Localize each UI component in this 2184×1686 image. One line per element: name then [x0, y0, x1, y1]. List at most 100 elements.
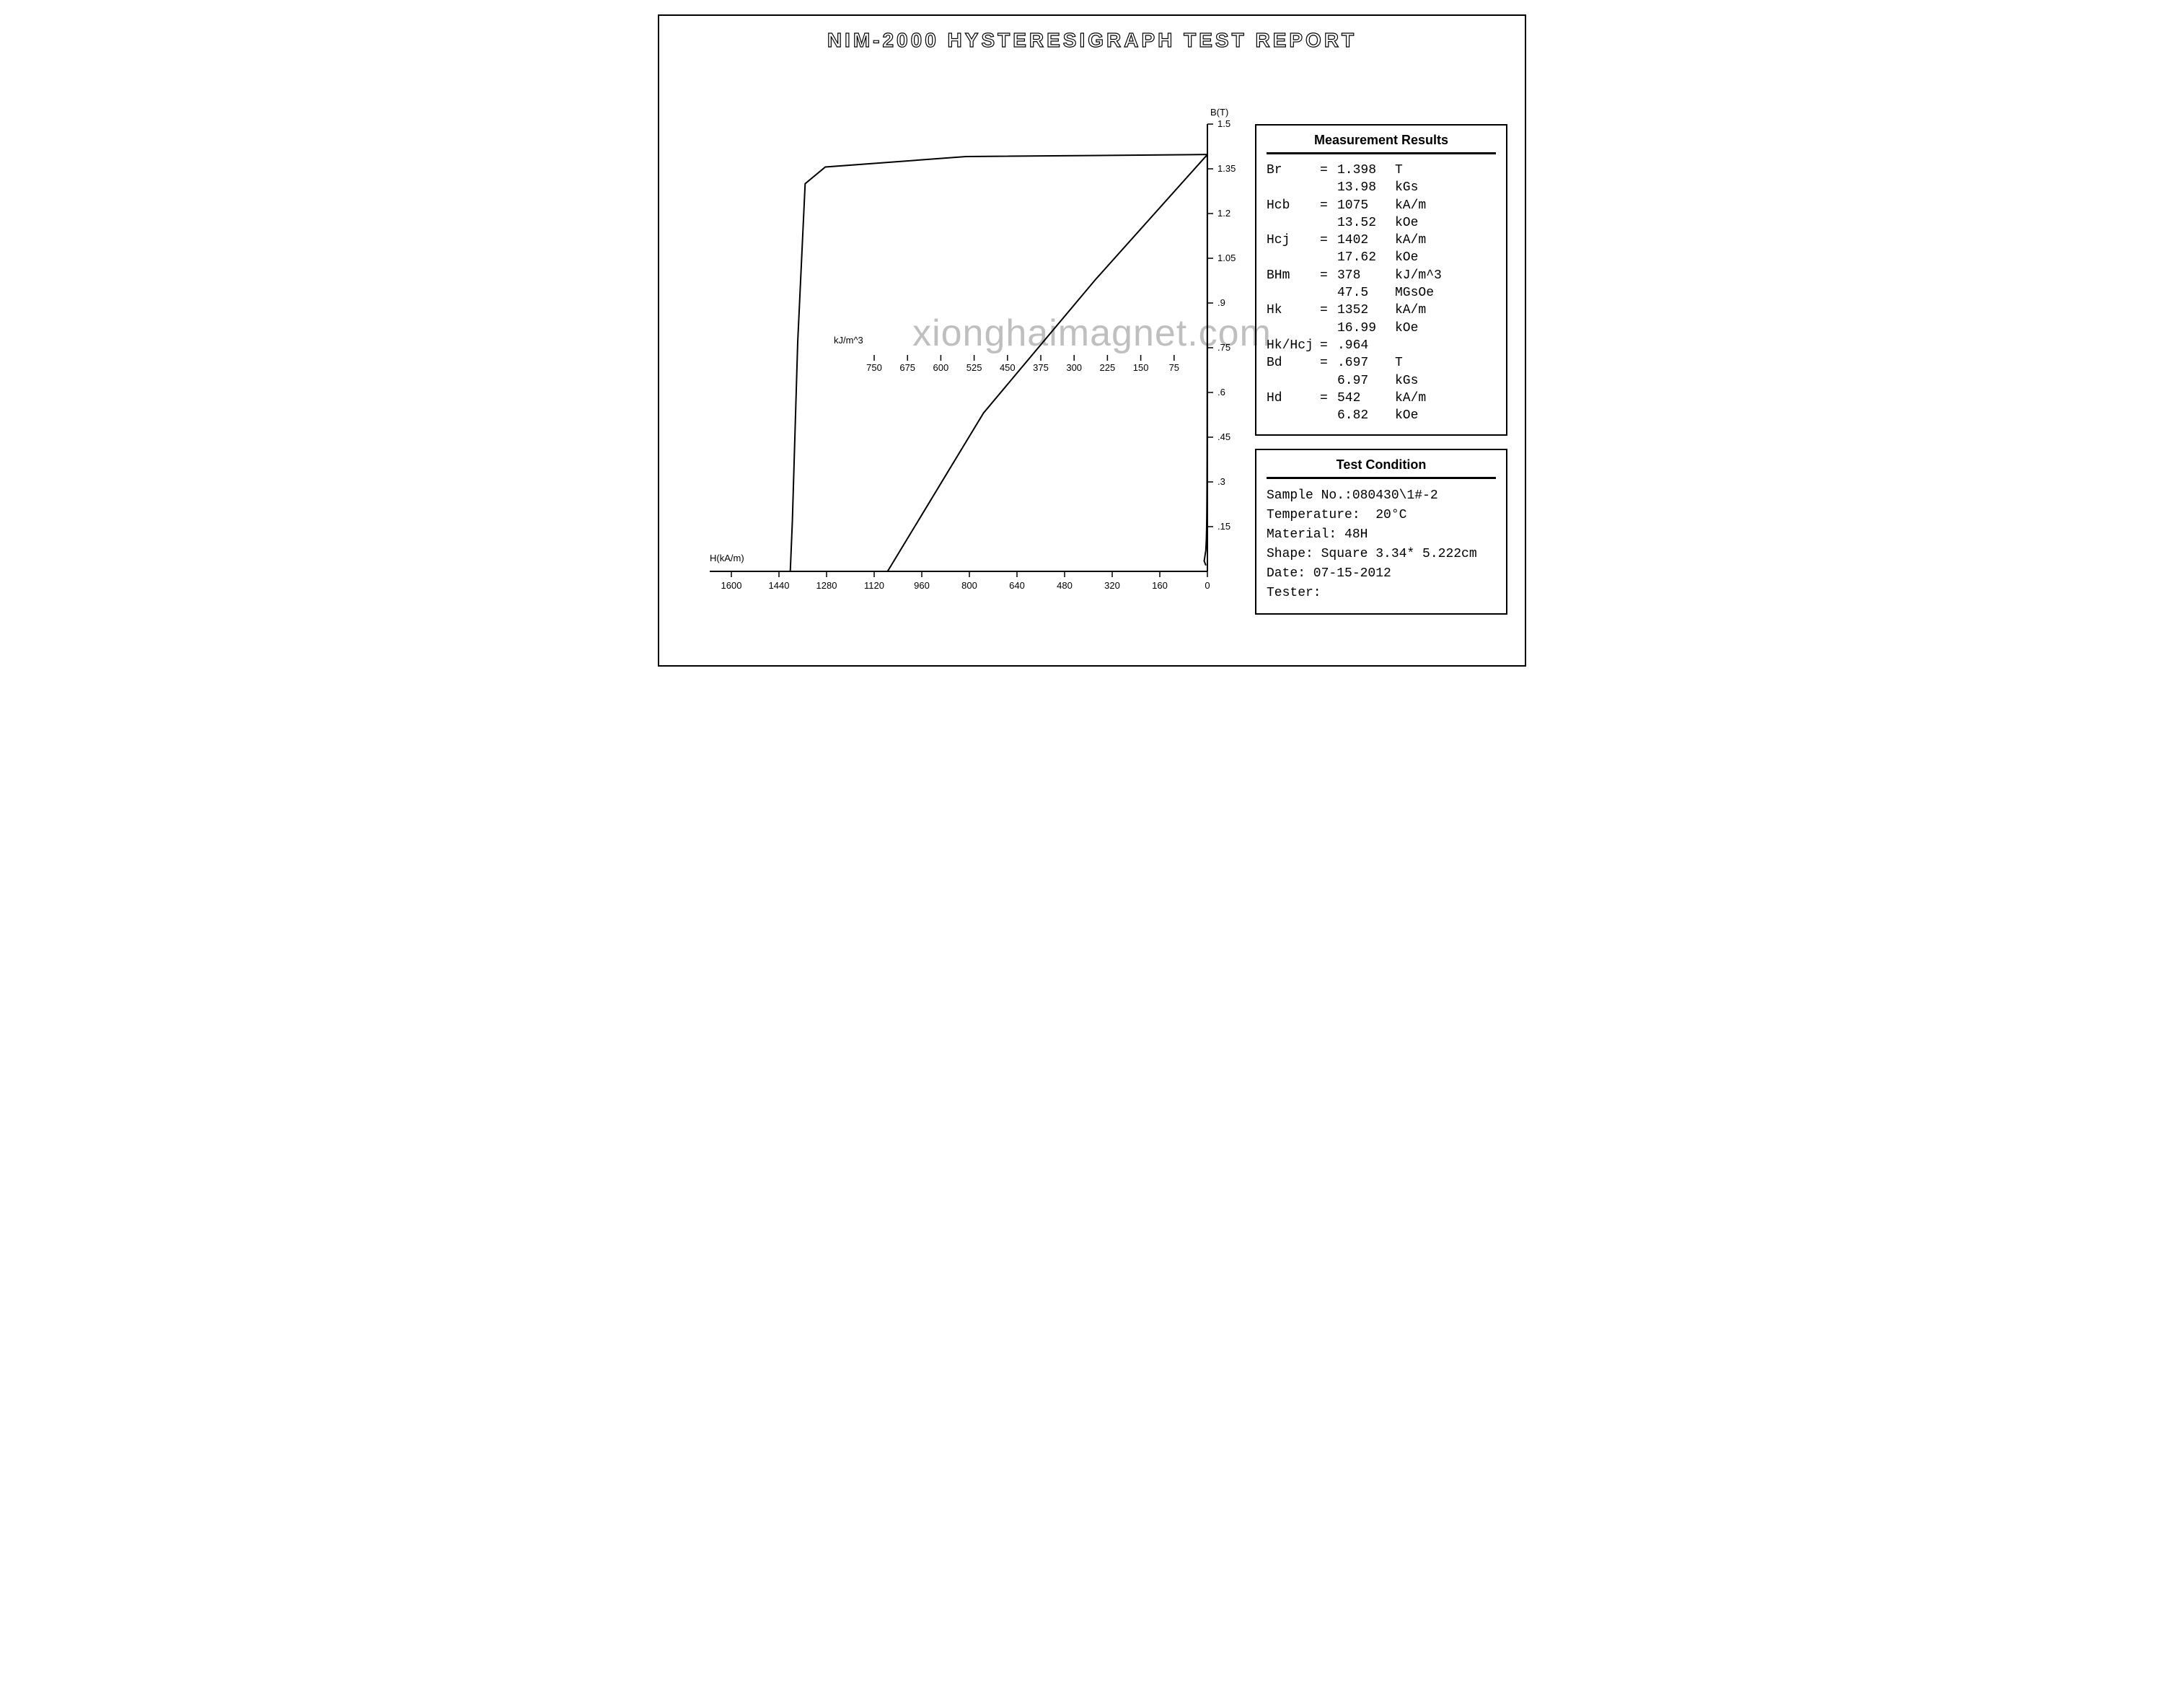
- svg-text:300: 300: [1066, 362, 1082, 373]
- svg-text:B(T): B(T): [1210, 107, 1228, 118]
- result-value: 13.98: [1337, 179, 1395, 196]
- result-eq: =: [1320, 197, 1337, 214]
- result-unit: kA/m: [1395, 232, 1496, 249]
- results-title: Measurement Results: [1267, 133, 1496, 154]
- svg-text:H(kA/m): H(kA/m): [710, 553, 744, 563]
- result-value: 542: [1337, 390, 1395, 407]
- result-row: 6.97kGs: [1267, 372, 1496, 390]
- result-unit: T: [1395, 354, 1496, 372]
- result-unit: kJ/m^3: [1395, 267, 1496, 284]
- result-unit: kOe: [1395, 214, 1496, 232]
- svg-text:750: 750: [866, 362, 882, 373]
- result-value: 16.99: [1337, 320, 1395, 337]
- demag-chart: 16001440128011209608006404803201600H(kA/…: [688, 95, 1236, 615]
- svg-text:1600: 1600: [721, 580, 742, 591]
- result-label: Hcj: [1267, 232, 1320, 249]
- result-eq: =: [1320, 337, 1337, 354]
- result-unit: kGs: [1395, 179, 1496, 196]
- svg-text:.9: .9: [1218, 297, 1225, 308]
- result-value: 6.82: [1337, 407, 1395, 424]
- result-row: Bd=.697T: [1267, 354, 1496, 372]
- condition-line: Tester:: [1267, 584, 1496, 603]
- result-unit: MGsOe: [1395, 284, 1496, 302]
- svg-text:960: 960: [914, 580, 930, 591]
- result-value: .697: [1337, 354, 1395, 372]
- result-value: 1352: [1337, 302, 1395, 319]
- result-row: Hk/Hcj=.964: [1267, 337, 1496, 354]
- result-unit: kGs: [1395, 372, 1496, 390]
- result-label: [1267, 320, 1320, 337]
- result-unit: kA/m: [1395, 197, 1496, 214]
- result-eq: =: [1320, 302, 1337, 319]
- condition-line: Sample No.:080430\1#-2: [1267, 486, 1496, 506]
- result-label: Br: [1267, 162, 1320, 179]
- result-value: 1075: [1337, 197, 1395, 214]
- info-panel: Measurement Results Br=1.398T13.98kGsHcb…: [1255, 124, 1507, 628]
- condition-box: Test Condition Sample No.:080430\1#-2Tem…: [1255, 449, 1507, 615]
- result-row: 13.52kOe: [1267, 214, 1496, 232]
- result-unit: kOe: [1395, 320, 1496, 337]
- result-label: Hk/Hcj: [1267, 337, 1320, 354]
- result-row: BHm=378kJ/m^3: [1267, 267, 1496, 284]
- svg-text:600: 600: [933, 362, 949, 373]
- result-eq: [1320, 407, 1337, 424]
- result-row: 17.62kOe: [1267, 249, 1496, 266]
- result-row: Br=1.398T: [1267, 162, 1496, 179]
- result-unit: kOe: [1395, 407, 1496, 424]
- result-row: 47.5MGsOe: [1267, 284, 1496, 302]
- result-value: 378: [1337, 267, 1395, 284]
- result-value: 1402: [1337, 232, 1395, 249]
- report-sheet: NIM-2000 HYSTERESIGRAPH TEST REPORT xion…: [658, 14, 1526, 667]
- result-eq: [1320, 179, 1337, 196]
- svg-text:1.5: 1.5: [1218, 118, 1230, 129]
- condition-line: Date: 07-15-2012: [1267, 564, 1496, 584]
- svg-text:1280: 1280: [816, 580, 837, 591]
- result-row: Hcj=1402kA/m: [1267, 232, 1496, 249]
- svg-text:1440: 1440: [769, 580, 790, 591]
- result-label: Hcb: [1267, 197, 1320, 214]
- result-eq: [1320, 214, 1337, 232]
- svg-text:450: 450: [1000, 362, 1016, 373]
- result-label: BHm: [1267, 267, 1320, 284]
- result-value: 13.52: [1337, 214, 1395, 232]
- result-row: 6.82kOe: [1267, 407, 1496, 424]
- result-row: 13.98kGs: [1267, 179, 1496, 196]
- report-title: NIM-2000 HYSTERESIGRAPH TEST REPORT: [659, 29, 1525, 52]
- svg-text:.75: .75: [1218, 342, 1230, 353]
- svg-text:1.05: 1.05: [1218, 253, 1236, 263]
- result-value: 17.62: [1337, 249, 1395, 266]
- condition-title: Test Condition: [1267, 457, 1496, 479]
- svg-text:675: 675: [899, 362, 915, 373]
- condition-line: Material: 48H: [1267, 525, 1496, 545]
- svg-text:75: 75: [1169, 362, 1179, 373]
- svg-text:kJ/m^3: kJ/m^3: [834, 335, 863, 346]
- svg-text:150: 150: [1133, 362, 1149, 373]
- svg-text:800: 800: [961, 580, 977, 591]
- result-row: Hcb=1075kA/m: [1267, 197, 1496, 214]
- svg-text:.6: .6: [1218, 387, 1225, 398]
- result-label: Bd: [1267, 354, 1320, 372]
- result-value: .964: [1337, 337, 1395, 354]
- result-label: [1267, 407, 1320, 424]
- result-value: 1.398: [1337, 162, 1395, 179]
- result-label: [1267, 372, 1320, 390]
- result-unit: T: [1395, 162, 1496, 179]
- svg-text:.45: .45: [1218, 431, 1230, 442]
- result-label: Hk: [1267, 302, 1320, 319]
- result-value: 6.97: [1337, 372, 1395, 390]
- svg-text:1.35: 1.35: [1218, 163, 1236, 174]
- result-eq: [1320, 284, 1337, 302]
- svg-text:160: 160: [1152, 580, 1168, 591]
- result-label: Hd: [1267, 390, 1320, 407]
- result-label: [1267, 249, 1320, 266]
- svg-text:.3: .3: [1218, 476, 1225, 487]
- result-label: [1267, 214, 1320, 232]
- result-value: 47.5: [1337, 284, 1395, 302]
- result-eq: =: [1320, 267, 1337, 284]
- result-row: 16.99kOe: [1267, 320, 1496, 337]
- svg-text:525: 525: [966, 362, 982, 373]
- result-row: Hd=542kA/m: [1267, 390, 1496, 407]
- result-unit: kA/m: [1395, 390, 1496, 407]
- svg-text:640: 640: [1009, 580, 1025, 591]
- svg-text:480: 480: [1057, 580, 1073, 591]
